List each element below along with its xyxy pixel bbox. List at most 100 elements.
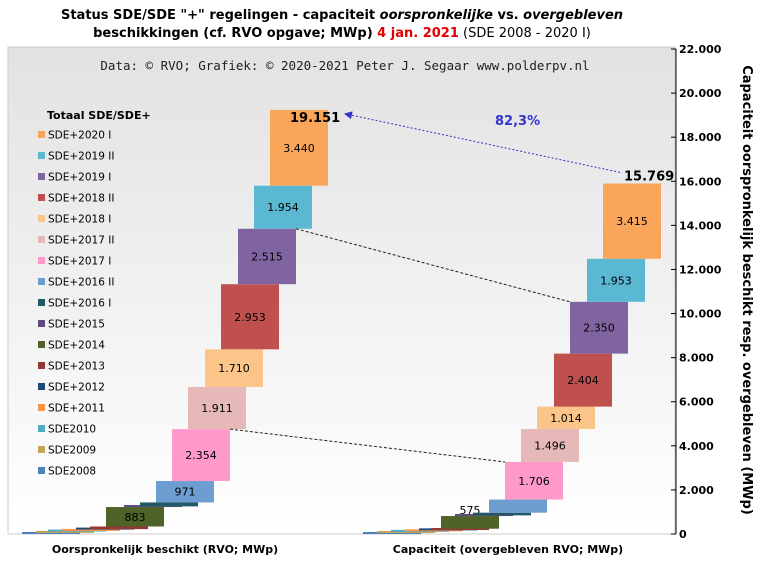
legend-swatch [38,383,45,390]
y-tick-label: 4.000 [679,440,714,453]
bar-segment [238,228,296,285]
legend-item: SDE+2020 I [48,130,111,142]
bar-segment [36,530,94,533]
bar-segment [554,353,612,407]
bar-segment [22,532,80,534]
y-tick-label: 22.000 [679,43,722,56]
bar-label: 2.515 [251,250,283,263]
legend-item: SDE+2019 II [48,151,114,163]
bar-segment [587,258,645,302]
legend: SDE+2020 I SDE+2019 II SDE+2019 I SDE+2018 … [38,130,114,478]
legend-item: SDE+2019 I [48,172,111,184]
total-label-right: 15.769 [624,169,674,184]
legend-swatch [38,131,45,138]
legend-swatch [38,152,45,159]
legend-swatch [38,404,45,411]
legend-item: SDE+2018 I [48,214,111,226]
legend-item: SDE2010 [48,424,96,436]
bar-segment [205,349,263,388]
legend-swatch [38,236,45,243]
legend-swatch [38,173,45,180]
bar-segment [489,499,547,513]
bar-label: 2.953 [234,311,266,324]
y-axis: 0 2.000 4.000 6.000 8.000 10.000 12.000 14.000 1… [671,43,722,541]
bar-label: 2.354 [185,449,217,462]
bar-segment [473,512,531,516]
y-tick-label: 2.000 [679,484,714,497]
legend-swatch [38,362,45,369]
bar-label: 883 [125,511,146,524]
legend-swatch [38,278,45,285]
legend-swatch [38,215,45,222]
ratio-arrow [344,111,621,173]
bar-segment [441,516,499,529]
bar-segment [270,109,328,186]
overlays: 19.151 15.769 82,3% [229,111,674,463]
bar-label: 1.954 [267,201,299,214]
legend-item: SDE+2017 I [48,256,111,268]
y-axis-title: Capaciteit oorspronkelijk beschikt resp.… [739,65,754,515]
y-tick-label: 16.000 [679,175,722,188]
legend-item: SDE+2013 [48,361,105,373]
bar-segment [106,507,164,527]
bar-segment [521,428,579,462]
bar-label: 1.014 [550,412,582,425]
connector-line [229,428,506,463]
legend-swatch [38,194,45,201]
bar-label: 1.496 [534,439,566,452]
y-tick-label: 12.000 [679,263,722,276]
legend-swatch [38,320,45,327]
source-note: Data: © RVO; Grafiek: © 2020-2021 Peter … [100,58,589,73]
bar-segment [140,502,198,507]
legend-item: SDE+2016 I [48,298,111,310]
bar-label: 1.710 [218,362,250,375]
legend-swatch [38,467,45,474]
category-label-right: Capaciteit (overgebleven RVO; MWp) [393,543,623,556]
legend-swatch [38,425,45,432]
ratio-label: 82,3% [495,114,540,129]
bars: 8831799712.3541.9111.7102.9532.5151.9543… [22,109,661,534]
connector-line [295,228,571,303]
bar-segment [505,461,563,500]
y-tick-label: 0 [679,528,687,541]
legend-swatch [38,299,45,306]
y-tick-label: 20.000 [679,87,722,100]
bar-label: 3.440 [283,142,315,155]
legend-title: Totaal SDE/SDE+ [47,109,151,122]
bar-segment [254,185,312,229]
chart-title-line1: Status SDE/SDE "+" regelingen - capacite… [61,8,623,23]
bar-segment [172,429,230,482]
bar-label: 2.404 [567,374,599,387]
legend-item: SDE+2012 [48,382,105,394]
legend-item: SDE+2016 II [48,277,114,289]
chart-title-line2: beschikkingen (cf. RVO opgave; MWp) 4 ja… [93,26,591,41]
legend-item: SDE+2011 [48,403,105,415]
y-tick-label: 14.000 [679,219,722,232]
bar-segment [377,531,435,534]
bar-label: 2.350 [583,322,615,335]
bar-segment [188,387,246,430]
legend-item: SDE+2015 [48,319,105,331]
category-label-left: Oorspronkelijk beschikt (RVO; MWp) [52,543,278,556]
bar-segment [603,183,661,259]
bar-segment [221,284,279,350]
legend-item: SDE2009 [48,445,96,457]
legend-swatch [38,257,45,264]
bar-segment [156,481,214,503]
legend-item: SDE+2014 [48,340,105,352]
legend-item: SDE2008 [48,466,96,478]
total-label-left: 19.151 [290,111,340,126]
bar-segment [537,406,595,429]
bar-segment [62,528,120,531]
bar-label: 1.911 [201,402,233,415]
bar-segment [570,301,628,354]
y-tick-label: 10.000 [679,308,722,321]
y-tick-label: 6.000 [679,396,714,409]
legend-swatch [38,341,45,348]
bar-label: 1.953 [600,274,632,287]
bar-label: 1.706 [518,475,550,488]
y-tick-label: 8.000 [679,352,714,365]
bar-label: 971 [175,486,196,499]
bar-label: 3.415 [616,215,648,228]
